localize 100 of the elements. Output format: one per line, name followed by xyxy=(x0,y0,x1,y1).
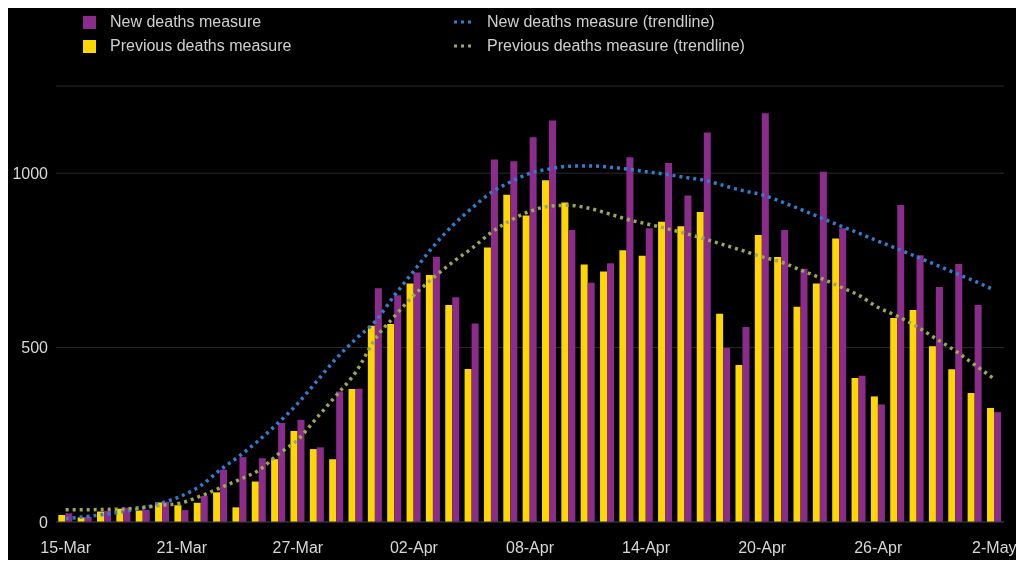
bar xyxy=(239,457,247,522)
bar xyxy=(394,295,402,522)
bar xyxy=(580,264,588,522)
bar xyxy=(452,297,460,522)
bar xyxy=(336,391,344,522)
bar xyxy=(135,510,143,522)
bar xyxy=(626,157,634,522)
bar xyxy=(258,458,266,522)
bar xyxy=(916,255,924,522)
bar xyxy=(967,392,975,522)
bar xyxy=(471,323,479,522)
bar xyxy=(665,163,673,522)
bar xyxy=(928,346,936,522)
x-tick-label: 20-Apr xyxy=(738,539,787,557)
bar xyxy=(290,430,298,522)
x-tick-label: 02-Apr xyxy=(389,539,439,557)
bar xyxy=(703,132,711,522)
bar xyxy=(355,388,363,522)
bar xyxy=(561,202,569,522)
bar xyxy=(819,171,827,522)
x-tick-label: 26-Apr xyxy=(854,539,903,557)
bar xyxy=(677,226,685,522)
bar xyxy=(723,347,731,522)
bar xyxy=(181,510,189,522)
bar xyxy=(278,422,286,522)
bar xyxy=(793,306,801,522)
bar xyxy=(955,263,963,522)
bar xyxy=(890,317,898,522)
bar xyxy=(761,113,769,522)
bar xyxy=(993,412,1001,522)
bar xyxy=(348,389,356,522)
bar xyxy=(510,161,518,522)
legend-label: New deaths measure (trendline) xyxy=(487,13,715,31)
bar xyxy=(909,309,917,522)
bar xyxy=(503,194,511,522)
bar xyxy=(464,368,472,522)
bar xyxy=(329,459,337,522)
x-tick-label: 15-Mar xyxy=(40,539,92,557)
bar xyxy=(387,323,395,522)
x-tick-label: 21-Mar xyxy=(156,539,208,557)
bar xyxy=(986,407,994,522)
bar xyxy=(600,271,608,522)
bar xyxy=(716,313,724,522)
bar xyxy=(858,375,866,522)
bar xyxy=(490,159,498,522)
bar xyxy=(232,507,240,522)
bar xyxy=(658,221,666,522)
bar xyxy=(839,228,847,522)
bar xyxy=(568,230,576,522)
bar xyxy=(897,204,905,522)
bar xyxy=(851,377,859,522)
bar xyxy=(587,282,595,522)
y-tick-label: 500 xyxy=(21,339,49,357)
bar xyxy=(754,234,762,522)
bar xyxy=(774,256,782,522)
bar xyxy=(213,492,221,522)
bar xyxy=(870,396,878,522)
x-tick-label: 2-May xyxy=(972,539,1017,557)
y-tick-label: 0 xyxy=(39,513,49,531)
bar xyxy=(638,255,646,522)
bar xyxy=(445,305,453,522)
legend-label: Previous deaths measure xyxy=(110,37,292,55)
bar xyxy=(542,180,549,522)
bar xyxy=(619,250,627,522)
bar xyxy=(877,404,885,522)
bar xyxy=(406,283,414,522)
bar xyxy=(220,469,228,522)
bar xyxy=(174,505,182,522)
bar xyxy=(297,419,305,522)
bar xyxy=(316,447,324,522)
bar xyxy=(607,263,615,522)
bar xyxy=(696,211,704,522)
y-tick-label: 1000 xyxy=(12,164,49,182)
bar xyxy=(974,305,982,522)
bar xyxy=(800,268,808,522)
bar xyxy=(374,288,382,522)
bar xyxy=(684,195,692,522)
bar xyxy=(522,215,530,522)
legend-label: New deaths measure xyxy=(110,13,262,31)
bar xyxy=(200,495,208,522)
bar xyxy=(935,286,943,522)
bar xyxy=(425,275,433,522)
bar xyxy=(367,325,375,522)
x-tick-label: 14-Apr xyxy=(622,539,671,557)
bar xyxy=(948,369,956,522)
bar xyxy=(781,230,789,522)
bar xyxy=(142,509,150,522)
x-tick-label: 08-Apr xyxy=(505,539,555,557)
bar xyxy=(309,449,317,522)
bar xyxy=(251,481,259,522)
bar xyxy=(529,137,537,522)
bar xyxy=(483,247,491,522)
bar xyxy=(742,327,750,522)
bar xyxy=(832,238,840,522)
bar xyxy=(812,283,820,522)
bar xyxy=(413,272,421,522)
bar xyxy=(645,228,653,522)
bar xyxy=(735,365,743,522)
bar xyxy=(271,459,279,522)
legend-label: Previous deaths measure (trendline) xyxy=(487,37,745,55)
